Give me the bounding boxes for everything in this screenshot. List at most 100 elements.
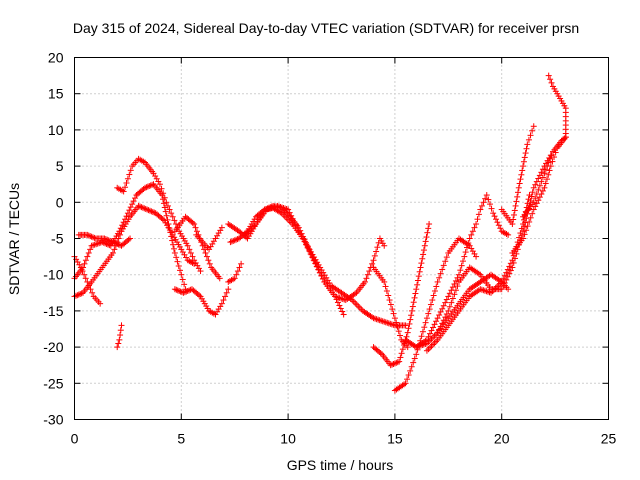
data-point <box>379 318 386 325</box>
data-point <box>202 249 209 256</box>
data-point <box>509 221 516 228</box>
data-point <box>147 182 154 189</box>
data-point <box>511 207 518 214</box>
data-point <box>291 218 298 225</box>
data-point <box>177 288 184 295</box>
data-point <box>431 321 438 328</box>
data-point <box>175 263 182 270</box>
data-point <box>332 293 339 300</box>
data-point <box>520 158 527 165</box>
data-point <box>90 242 97 249</box>
data-point <box>205 257 212 264</box>
data-point <box>160 190 167 197</box>
data-point <box>159 216 166 223</box>
data-point <box>536 182 543 189</box>
y-tick-label: 10 <box>48 122 64 138</box>
data-point <box>535 197 542 204</box>
data-point <box>417 264 424 271</box>
data-point <box>457 267 464 274</box>
series-sat-g <box>171 286 232 318</box>
data-point <box>477 206 484 213</box>
data-point <box>466 235 473 242</box>
data-point <box>514 189 521 196</box>
data-point <box>363 275 370 282</box>
data-point <box>503 269 510 276</box>
data-point <box>408 312 415 319</box>
data-point <box>461 253 468 260</box>
data-point <box>376 317 383 324</box>
data-point <box>187 249 194 256</box>
data-point <box>187 286 194 293</box>
data-point <box>114 344 121 351</box>
data-point <box>181 281 188 288</box>
data-point <box>521 223 528 230</box>
data-point <box>459 258 466 265</box>
data-point <box>408 307 415 314</box>
data-point <box>391 360 398 367</box>
data-point <box>529 127 536 134</box>
data-point <box>493 216 500 223</box>
data-point <box>166 206 173 213</box>
data-point <box>169 213 176 220</box>
data-point <box>173 286 180 293</box>
data-point <box>501 272 508 279</box>
data-point <box>519 167 526 174</box>
data-point <box>478 286 485 293</box>
data-point <box>292 222 299 229</box>
data-point <box>481 287 488 294</box>
data-point <box>251 222 258 229</box>
data-point <box>132 195 139 202</box>
data-point <box>545 72 552 79</box>
data-point <box>539 174 546 181</box>
data-point <box>189 219 196 226</box>
data-point <box>514 193 521 200</box>
data-point <box>449 284 456 291</box>
data-point <box>504 266 511 273</box>
data-point <box>82 275 89 282</box>
data-point <box>218 300 225 307</box>
data-point <box>426 306 433 313</box>
data-point <box>530 184 537 191</box>
data-point <box>485 196 492 203</box>
data-point <box>404 376 411 383</box>
data-point <box>411 294 418 301</box>
data-point <box>478 202 485 209</box>
data-point <box>218 224 225 231</box>
data-point <box>421 242 428 249</box>
data-point <box>547 76 554 83</box>
data-point <box>520 228 527 235</box>
data-point <box>562 130 569 137</box>
data-point <box>193 228 200 235</box>
data-point <box>517 176 524 183</box>
data-point <box>445 293 452 300</box>
data-point <box>512 202 519 209</box>
data-point <box>383 287 390 294</box>
y-tick-label: -25 <box>43 375 63 391</box>
data-point <box>184 287 191 294</box>
data-point <box>498 278 505 285</box>
data-point <box>378 317 385 324</box>
data-point <box>223 289 230 296</box>
data-point <box>510 216 517 223</box>
data-point <box>382 283 389 290</box>
data-point <box>390 360 397 367</box>
data-point <box>543 176 550 183</box>
data-point <box>436 274 443 281</box>
data-point <box>288 212 295 219</box>
data-point <box>197 268 204 275</box>
data-point <box>413 351 420 358</box>
data-point <box>163 199 170 206</box>
data-point <box>439 305 446 312</box>
data-point <box>433 331 440 338</box>
data-point <box>491 213 498 220</box>
data-point <box>364 271 371 278</box>
data-point <box>482 195 489 202</box>
data-point <box>532 181 539 188</box>
data-point <box>410 299 417 306</box>
data-point <box>521 154 528 161</box>
data-point <box>161 204 168 211</box>
data-point <box>115 340 122 347</box>
data-point <box>126 207 133 214</box>
data-point <box>87 246 94 253</box>
data-point <box>196 292 203 299</box>
